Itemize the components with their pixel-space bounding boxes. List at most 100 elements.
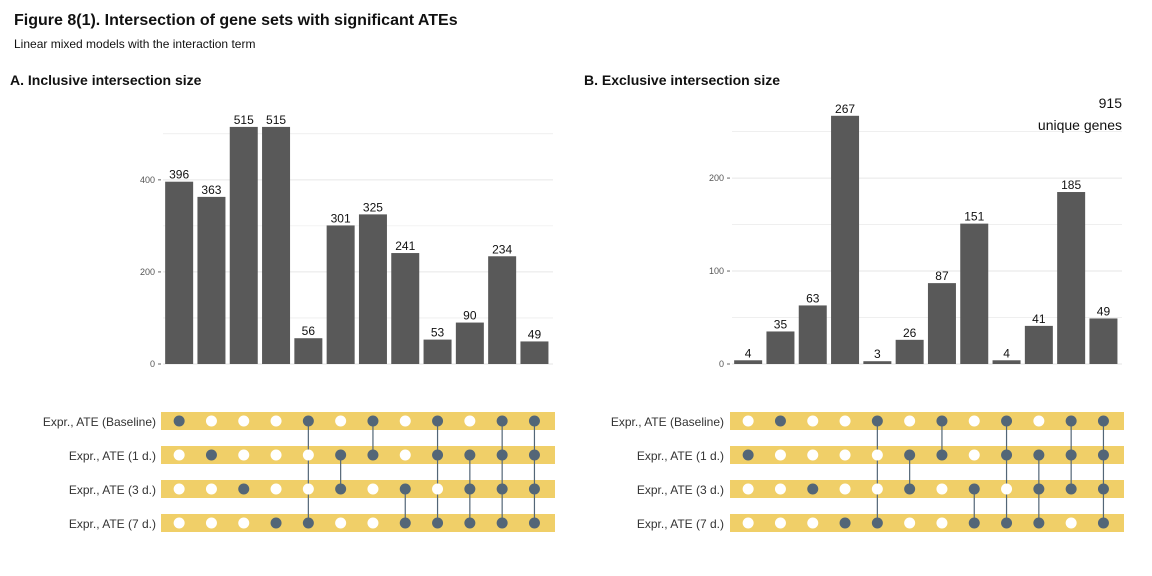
panel-a-matrix-dot-empty xyxy=(205,483,217,495)
panel-a-matrix-dot-empty xyxy=(173,517,185,529)
panel-a-bar-label: 90 xyxy=(463,309,477,323)
panel-a-matrix-dot-filled xyxy=(464,449,476,461)
panel-a-matrix-dot-empty xyxy=(238,449,250,461)
panel-b-matrix-dot-empty xyxy=(1001,483,1013,495)
panel-b-matrix-dot-empty xyxy=(904,517,916,529)
panel-a-matrix-dot-empty xyxy=(399,415,411,427)
panel-a-matrix-dot-filled xyxy=(367,415,379,427)
panel-a-set-band xyxy=(161,480,555,498)
panel-b-set-band xyxy=(730,412,1124,430)
panel-b-bar xyxy=(992,360,1021,364)
panel-b-set-label: Expr., ATE (3 d.) xyxy=(637,483,724,497)
panel-b-matrix-dot-filled xyxy=(1065,415,1077,427)
panel-b-matrix-dot-empty xyxy=(742,483,754,495)
panel-b-matrix-dot-filled xyxy=(1097,415,1109,427)
panel-b-matrix-dot-filled xyxy=(904,483,916,495)
panel-b-bar-label: 49 xyxy=(1097,304,1111,318)
panel-b-annotation: 915 xyxy=(1099,95,1123,111)
panel-b-matrix-dot-empty xyxy=(742,415,754,427)
panel-b-bar xyxy=(831,115,860,365)
panel-a-matrix-dot-empty xyxy=(302,483,314,495)
panel-a-matrix-dot-filled xyxy=(496,517,508,529)
panel-b-matrix-dot-filled xyxy=(1097,449,1109,461)
panel-a-matrix-dot-filled xyxy=(464,517,476,529)
panel-a-bar-label: 325 xyxy=(363,200,383,214)
panel-a-bar xyxy=(326,225,355,364)
panel-b-matrix-dot-empty xyxy=(774,449,786,461)
panel-a-set-label: Expr., ATE (1 d.) xyxy=(69,449,156,463)
panel-b-matrix-dot-filled xyxy=(1065,483,1077,495)
panel-a-matrix-dot-filled xyxy=(238,483,250,495)
panel-b-matrix-dot-filled xyxy=(1065,449,1077,461)
panel-a-bar xyxy=(455,322,484,364)
panel-b-matrix-dot-empty xyxy=(904,415,916,427)
panel-a-bar-label: 241 xyxy=(395,239,415,253)
panel-a-matrix-dot-filled xyxy=(464,483,476,495)
panel-b-matrix-dot-empty xyxy=(807,449,819,461)
panel-b-y-tick-label: 100 xyxy=(709,266,724,276)
panel-a-bar xyxy=(358,214,387,364)
panel-a-matrix-dot-empty xyxy=(173,483,185,495)
panel-a-matrix-dot-filled xyxy=(399,483,411,495)
panel-a-matrix-dot-empty xyxy=(238,517,250,529)
panel-b-matrix-dot-empty xyxy=(968,415,980,427)
panel-a-set-band xyxy=(161,514,555,532)
panel-b-bar xyxy=(1057,192,1086,364)
panel-b-y-tick-label: 200 xyxy=(709,173,724,183)
panel-a-matrix-dot-filled xyxy=(302,517,314,529)
panel-a-set-label: Expr., ATE (Baseline) xyxy=(43,415,156,429)
panel-b-bar-label: 267 xyxy=(835,102,855,116)
panel-a-bar-label: 363 xyxy=(201,183,221,197)
panel-b-matrix-dot-empty xyxy=(807,415,819,427)
panel-b-matrix-dot-empty xyxy=(936,517,948,529)
panel-a-matrix-dot-empty xyxy=(367,483,379,495)
panel-b-matrix-dot-filled xyxy=(968,517,980,529)
panel-b-set-band xyxy=(730,480,1124,498)
panel-a-matrix-dot-filled xyxy=(335,449,347,461)
panel-a-matrix-dot-empty xyxy=(399,449,411,461)
panel-b-matrix-dot-empty xyxy=(807,517,819,529)
figure-title: Figure 8(1). Intersection of gene sets w… xyxy=(14,12,458,29)
panel-b-bar-label: 35 xyxy=(774,317,788,331)
panel-b-matrix-dot-filled xyxy=(871,415,883,427)
panel-b-matrix-dot-filled xyxy=(936,415,948,427)
panel-b-matrix-dot-empty xyxy=(839,483,851,495)
panel-b-matrix-dot-filled xyxy=(1097,483,1109,495)
panel-a-matrix-dot-empty xyxy=(302,449,314,461)
panel-a-bar-label: 301 xyxy=(331,211,351,225)
panel-a-matrix-dot-empty xyxy=(270,449,282,461)
panel-b-bar-label: 3 xyxy=(874,347,881,361)
panel-a-y-tick-label: 400 xyxy=(140,175,155,185)
panel-a-matrix-dot-filled xyxy=(173,415,185,427)
panel-a-bar-label: 53 xyxy=(431,326,445,340)
panel-b-title: B. Exclusive intersection size xyxy=(584,72,781,88)
panel-b-matrix-dot-filled xyxy=(807,483,819,495)
panel-b-bar-label: 87 xyxy=(935,269,949,283)
panel-a-bar xyxy=(423,339,452,364)
panel-b-bar xyxy=(766,331,795,364)
panel-a-matrix-dot-empty xyxy=(432,483,444,495)
panel-b-bar xyxy=(863,361,892,364)
panel-a-set-band xyxy=(161,412,555,430)
panel-b-bar xyxy=(1089,318,1118,364)
panel-a-set-label: Expr., ATE (7 d.) xyxy=(69,517,156,531)
panel-b-matrix-dot-filled xyxy=(742,449,754,461)
panel-b-bar xyxy=(734,360,763,364)
panel-a-bar xyxy=(391,253,420,364)
panel-b-bar-label: 4 xyxy=(1003,346,1010,360)
panel-a-matrix-dot-empty xyxy=(205,415,217,427)
panel-a-matrix-dot-filled xyxy=(496,449,508,461)
panel-a-bar xyxy=(294,338,323,364)
panel-a-matrix-dot-filled xyxy=(432,415,444,427)
panel-a-matrix-dot-filled xyxy=(528,483,540,495)
panel-a-bar-label: 396 xyxy=(169,168,189,182)
panel-b-matrix-dot-filled xyxy=(1001,415,1013,427)
panel-a-matrix-dot-filled xyxy=(302,415,314,427)
panel-a-matrix-dot-empty xyxy=(270,483,282,495)
panel-b-matrix-dot-empty xyxy=(936,483,948,495)
panel-a-matrix-dot-filled xyxy=(432,449,444,461)
panel-a-matrix-dot-empty xyxy=(270,415,282,427)
panel-a-set-band xyxy=(161,446,555,464)
panel-a-matrix-dot-filled xyxy=(528,517,540,529)
